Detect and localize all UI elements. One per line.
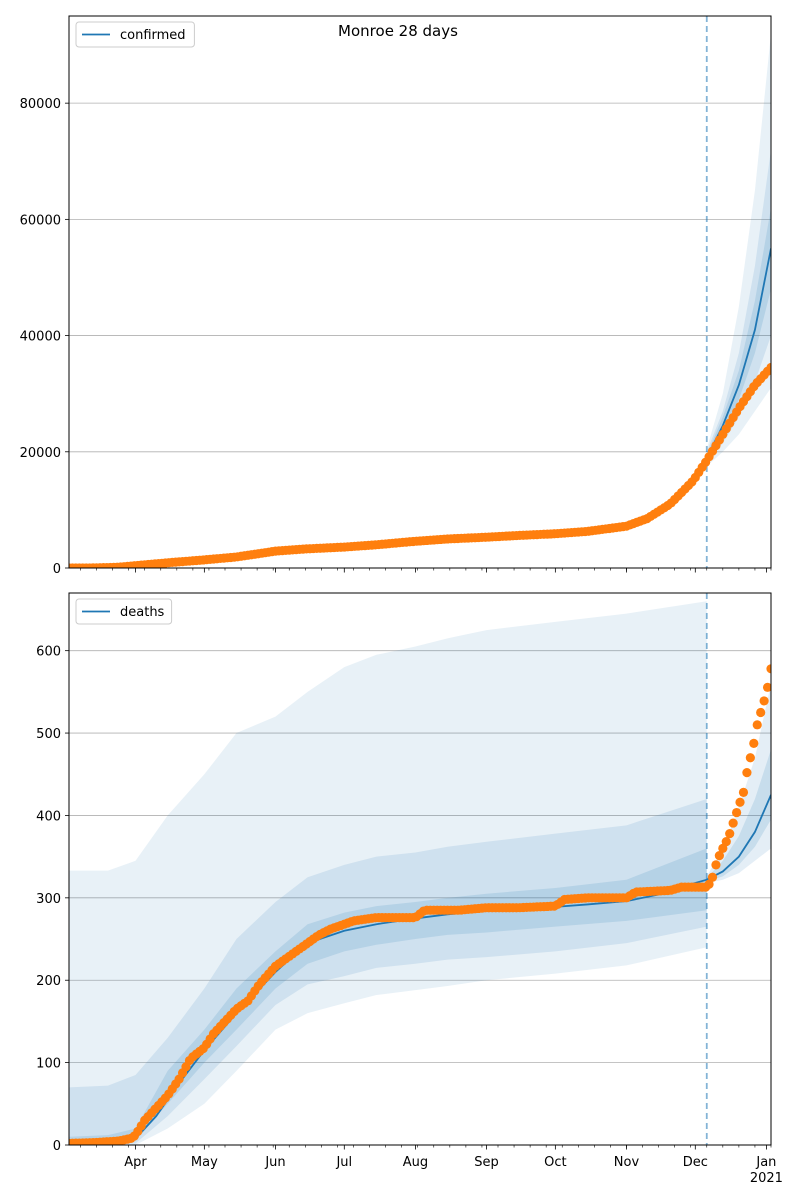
observed-point bbox=[759, 696, 769, 706]
legend: deaths bbox=[75, 598, 173, 625]
legend-label: confirmed bbox=[120, 28, 186, 43]
y-tick-label: 40000 bbox=[20, 330, 61, 345]
x-tick-label: Jul bbox=[335, 1155, 352, 1170]
observed-point bbox=[738, 787, 749, 797]
legend-label: deaths bbox=[120, 605, 165, 620]
y-tick-label: 80000 bbox=[20, 97, 61, 112]
x-tick-label: Jan bbox=[755, 1155, 776, 1170]
observed-point bbox=[756, 707, 766, 718]
observed-points bbox=[69, 362, 771, 568]
x-tick-label: May bbox=[191, 1155, 218, 1170]
observed-point bbox=[749, 738, 759, 748]
observed-point bbox=[766, 664, 771, 674]
plot-frame bbox=[68, 592, 772, 1146]
observed-point bbox=[725, 828, 735, 839]
legend-box bbox=[75, 598, 173, 625]
y-tick-label: 0 bbox=[53, 562, 61, 577]
observed-point bbox=[721, 837, 731, 847]
observed-point bbox=[742, 768, 752, 778]
observed-point bbox=[752, 720, 762, 730]
y-tick-label: 0 bbox=[53, 1139, 61, 1154]
legend: confirmed bbox=[75, 21, 195, 48]
x-tick-label: Dec bbox=[683, 1155, 708, 1170]
y-tick-label: 400 bbox=[36, 809, 61, 824]
y-tick-label: 60000 bbox=[20, 213, 61, 228]
observed-point bbox=[745, 753, 755, 763]
figure-title: Monroe 28 days bbox=[338, 22, 458, 40]
confirmed-chart: 0 20000 40000 60000 80000 confirmed bbox=[20, 15, 772, 577]
x-tick-label: Aug bbox=[403, 1155, 428, 1170]
y-tick-label: 500 bbox=[36, 727, 61, 742]
y-tick-label: 300 bbox=[36, 892, 61, 907]
observed-point bbox=[707, 872, 718, 882]
x-tick-label: Jun bbox=[264, 1155, 285, 1170]
observed-point bbox=[728, 818, 738, 828]
legend-box bbox=[75, 21, 195, 48]
observed-point bbox=[762, 682, 771, 692]
y-tick-label: 100 bbox=[36, 1057, 61, 1072]
y-tick-label: 20000 bbox=[20, 446, 61, 461]
y-tick-label: 600 bbox=[36, 645, 61, 660]
plot-frame bbox=[68, 15, 772, 569]
observed-point bbox=[735, 797, 745, 807]
observed-point bbox=[711, 860, 721, 870]
observed-point bbox=[731, 807, 742, 818]
observed-point bbox=[714, 851, 724, 861]
band-middle bbox=[706, 149, 771, 464]
observed-point bbox=[766, 362, 771, 373]
y-tick-label: 200 bbox=[36, 974, 61, 989]
band-middle bbox=[69, 798, 707, 1145]
band-outer bbox=[69, 601, 707, 1145]
x-tick-label: Sep bbox=[474, 1155, 499, 1170]
deaths-chart: 0 100 200 300 400 500 600 Apr May Jun Jul Aug Sep Oct… bbox=[36, 592, 783, 1186]
observed-points bbox=[69, 664, 771, 1145]
plot-area bbox=[69, 593, 771, 1145]
band-outer bbox=[706, 33, 771, 467]
x-tick-label: Nov bbox=[614, 1155, 640, 1170]
x-tick-label: Oct bbox=[544, 1155, 566, 1170]
observed-point bbox=[704, 879, 714, 889]
plot-area bbox=[69, 16, 771, 568]
band-inner bbox=[69, 848, 707, 1145]
band-inner bbox=[706, 207, 771, 461]
x-tick-label: Apr bbox=[124, 1155, 147, 1170]
x-year-label: 2021 bbox=[750, 1171, 783, 1186]
observed-point bbox=[718, 843, 728, 854]
